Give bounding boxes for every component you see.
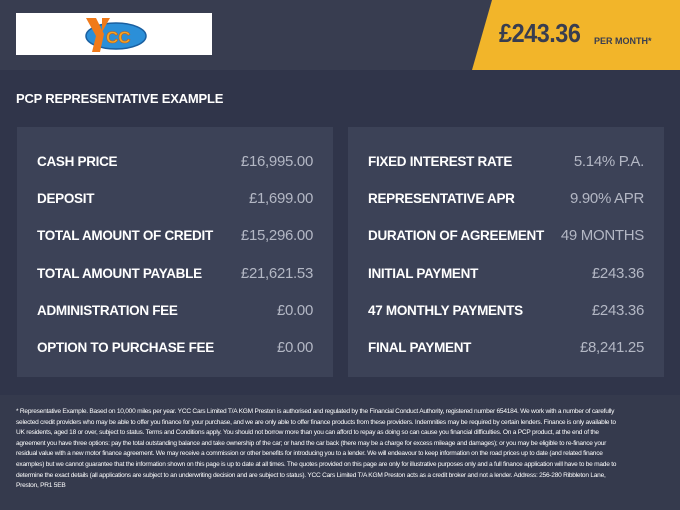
left-finance-panel: CASH PRICE £16,995.00 DEPOSIT £1,699.00 TO…	[17, 127, 333, 377]
disclaimer-text: * Representative Example. Based on 10,00…	[16, 408, 617, 490]
row-value: 5.14% P.A.	[573, 153, 644, 171]
row-label: FIXED INTEREST RATE	[368, 154, 513, 170]
row-label: FINAL PAYMENT	[368, 340, 472, 356]
row-value: £8,241.25	[579, 339, 644, 357]
finance-row: 47 MONTHLY PAYMENTS £243.36	[368, 292, 644, 329]
row-label: REPRESENTATIVE APR	[368, 191, 515, 207]
finance-row: TOTAL AMOUNT OF CREDIT £15,296.00	[37, 217, 313, 254]
row-label: DEPOSIT	[37, 191, 95, 207]
header: CC £243.36 PER MONTH*	[0, 0, 680, 70]
finance-row: ADMINISTRATION FEE £0.00	[37, 292, 313, 329]
monthly-price: £243.36	[499, 18, 581, 48]
finance-row: FINAL PAYMENT £8,241.25	[368, 329, 644, 366]
row-value: 49 MONTHS	[560, 227, 644, 245]
row-label: 47 MONTHLY PAYMENTS	[368, 302, 523, 318]
row-value: £243.36	[591, 301, 644, 319]
row-value: £0.00	[276, 301, 313, 319]
row-value: £243.36	[591, 264, 644, 282]
row-label: TOTAL AMOUNT PAYABLE	[37, 265, 202, 281]
dealer-logo[interactable]: CC	[16, 13, 212, 55]
right-finance-panel: FIXED INTEREST RATE 5.14% P.A. REPRESENTA…	[348, 127, 664, 377]
finance-row: REPRESENTATIVE APR 9.90% APR	[368, 180, 644, 217]
svg-text:CC: CC	[106, 28, 131, 47]
finance-row: OPTION TO PURCHASE FEE £0.00	[37, 329, 313, 366]
row-value: £16,995.00	[240, 153, 313, 171]
footer: * Representative Example. Based on 10,00…	[0, 395, 680, 510]
row-label: TOTAL AMOUNT OF CREDIT	[37, 228, 213, 244]
finance-row: DEPOSIT £1,699.00	[37, 180, 313, 217]
finance-row: TOTAL AMOUNT PAYABLE £21,621.53	[37, 255, 313, 292]
finance-row: INITIAL PAYMENT £243.36	[368, 255, 644, 292]
section-title: PCP REPRESENTATIVE EXAMPLE	[16, 91, 224, 106]
row-label: INITIAL PAYMENT	[368, 265, 479, 281]
row-value: £1,699.00	[248, 190, 313, 208]
row-label: DURATION OF AGREEMENT	[368, 228, 544, 244]
row-value: 9.90% APR	[569, 190, 644, 208]
finance-row: FIXED INTEREST RATE 5.14% P.A.	[368, 143, 644, 180]
row-label: OPTION TO PURCHASE FEE	[37, 340, 214, 356]
row-value: £15,296.00	[240, 227, 313, 245]
row-value: £0.00	[276, 339, 313, 357]
ycc-logo-icon: CC	[85, 18, 147, 52]
per-month-label: PER MONTH*	[594, 36, 652, 46]
monthly-price-box: £243.36 PER MONTH*	[472, 0, 680, 70]
finance-row: DURATION OF AGREEMENT 49 MONTHS	[368, 217, 644, 254]
finance-row: CASH PRICE £16,995.00	[37, 143, 313, 180]
row-value: £21,621.53	[240, 264, 313, 282]
row-label: ADMINISTRATION FEE	[37, 302, 178, 318]
row-label: CASH PRICE	[37, 154, 118, 170]
